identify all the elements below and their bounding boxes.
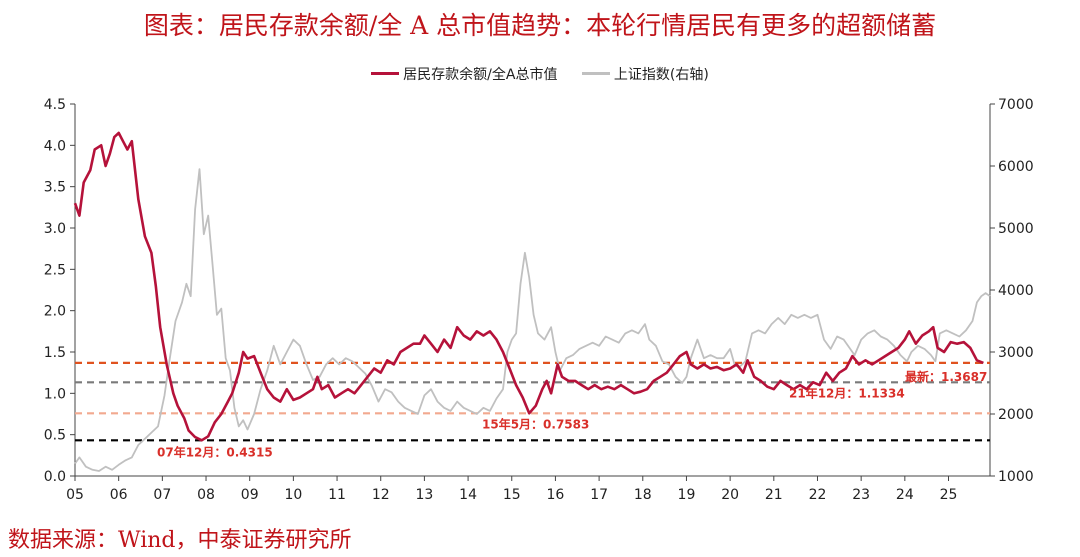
y-right-tick-label: 3000 [998, 345, 1034, 361]
x-tick-label: 21 [765, 487, 783, 503]
x-tick-label: 18 [634, 487, 652, 503]
x-tick-label: 05 [66, 487, 84, 503]
legend-label-ratio: 居民存款余额/全A总市值 [403, 66, 558, 83]
x-tick-label: 17 [590, 487, 608, 503]
chart-legend: 居民存款余额/全A总市值 上证指数(右轴) [0, 63, 1080, 84]
reference-label: 21年12月：1.1334 [789, 385, 905, 400]
x-tick-label: 14 [459, 487, 477, 503]
reference-lines [75, 361, 990, 442]
x-tick-label: 07 [153, 487, 171, 503]
legend-label-index: 上证指数(右轴) [613, 66, 709, 83]
series-line-ratio [73, 131, 984, 442]
legend-item-index: 上证指数(右轴) [581, 64, 709, 84]
y-left-tick-label: 3.0 [44, 221, 66, 237]
y-right-tick-label: 5000 [998, 221, 1034, 237]
x-tick-label: 06 [110, 487, 128, 503]
x-tick-label: 19 [678, 487, 696, 503]
y-left-tick-label: 4.0 [44, 138, 66, 154]
y-right-tick-label: 1000 [998, 469, 1034, 485]
x-tick-label: 23 [852, 487, 870, 503]
y-left-tick-label: 1.5 [44, 345, 66, 361]
x-tick-label: 15 [503, 487, 521, 503]
legend-item-ratio: 居民存款余额/全A总市值 [371, 64, 557, 84]
x-tick-label: 11 [328, 487, 346, 503]
y-left-tick-label: 1.0 [44, 386, 66, 402]
x-tick-label: 24 [896, 487, 914, 503]
y-left-tick-label: 3.5 [44, 180, 66, 196]
reference-label: 07年12月：0.4315 [157, 444, 273, 459]
y-left-tick-label: 0.5 [44, 428, 66, 444]
x-tick-label: 25 [940, 487, 958, 503]
legend-swatch-index [581, 72, 610, 75]
series-lines [73, 131, 991, 472]
x-tick-label: 09 [241, 487, 259, 503]
x-tick-label: 22 [809, 487, 827, 503]
x-tick-label: 12 [372, 487, 390, 503]
x-tick-label: 20 [721, 487, 739, 503]
y-right-tick-label: 6000 [998, 159, 1034, 175]
series-line-index [74, 168, 991, 472]
y-left-tick-label: 2.5 [44, 262, 66, 278]
y-right-tick-label: 7000 [998, 97, 1034, 113]
x-tick-label: 08 [197, 487, 215, 503]
legend-swatch-ratio [371, 72, 400, 75]
y-left-tick-label: 4.5 [44, 97, 66, 113]
data-source: 数据来源：Wind，中泰证券研究所 [8, 528, 352, 553]
x-tick-label: 16 [547, 487, 565, 503]
y-left-tick-label: 2.0 [44, 304, 66, 320]
chart-axes: 0.0 0.5 1.0 1.5 2.0 2.5 3.0 3.5 4.0 4.5 1000 2000 30… [44, 97, 1034, 503]
y-left-tick-label: 0.0 [44, 469, 66, 485]
y-right-tick-label: 4000 [998, 283, 1034, 299]
x-tick-label: 10 [284, 487, 302, 503]
y-right-tick-label: 2000 [998, 407, 1034, 423]
reference-label: 15年5月：0.7583 [482, 416, 589, 431]
chart-title: 图表：居民存款余额/全 A 总市值趋势：本轮行情居民有更多的超额储蓄 [143, 11, 937, 40]
reference-label: 最新：1.3687 [905, 369, 987, 384]
x-tick-label: 13 [415, 487, 433, 503]
